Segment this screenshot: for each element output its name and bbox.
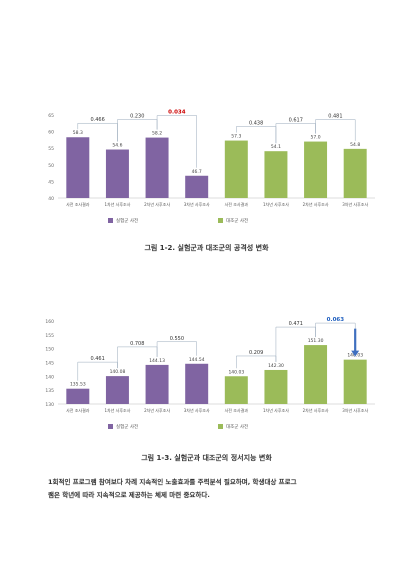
- down-arrow-head-icon: [351, 350, 360, 357]
- bar: [145, 364, 169, 404]
- x-tick-label: 1차년 사후조사: [263, 407, 289, 413]
- bar: [185, 363, 209, 404]
- bar-value-label: 144.13: [149, 358, 165, 364]
- bar: [343, 359, 367, 404]
- paragraph-line-1: 1회적인 프로그램 참여보다 차례 지속적인 노출효과를 주력분석 필요하며, …: [48, 478, 297, 486]
- bar-value-label: 54.1: [271, 144, 281, 150]
- y-tick-label: 50: [48, 163, 54, 169]
- x-tick-label: 3차년 사후조사: [184, 407, 210, 413]
- bar: [105, 376, 129, 404]
- legend-label: 대조군 사전: [226, 217, 248, 224]
- bar-value-label: 144.54: [189, 357, 205, 363]
- bar: [66, 137, 90, 198]
- page-header-text: [30, 10, 390, 16]
- legend-swatch: [108, 424, 113, 429]
- bar: [264, 369, 288, 404]
- conclusion-paragraph: 1회적인 프로그램 참여보다 차례 지속적인 노출효과를 주력분석 필요하며, …: [48, 476, 388, 502]
- bar: [224, 140, 248, 198]
- p-value-label: 0.034: [168, 110, 186, 116]
- y-tick-label: 60: [48, 130, 54, 136]
- bar-value-label: 140.03: [228, 369, 244, 375]
- x-tick-label: 3차년 사후조사: [342, 201, 368, 207]
- y-tick-label: 40: [48, 196, 54, 202]
- x-tick-label: 2차년 사후조사: [144, 407, 170, 413]
- bar-value-label: 135.53: [70, 382, 86, 388]
- legend-label: 실험군 사전: [116, 423, 138, 430]
- p-value-label: 0.461: [90, 356, 104, 362]
- p-value-label: 0.481: [328, 114, 342, 120]
- p-value-label: 0.617: [289, 118, 303, 124]
- figure-caption-1: 그림 1-2. 실험군과 대조군의 공격성 변화: [144, 244, 269, 252]
- bar-value-label: 46.7: [192, 169, 202, 175]
- x-tick-label: 1차년 사후조사: [104, 201, 130, 207]
- bar-value-label: 54.8: [350, 142, 360, 148]
- legend-swatch: [108, 218, 113, 223]
- figure-caption-2: 그림 1-3. 실험군과 대조군의 정서지능 변화: [141, 454, 272, 462]
- p-value-label: 0.063: [327, 317, 345, 323]
- x-tick-label: 2차년 사후조사: [144, 201, 170, 207]
- bar: [264, 151, 288, 198]
- y-tick-label: 135: [45, 388, 54, 394]
- aggression-chart: 65 60 55 50 45 40 58.3 사전 조사결과 54.6 1차년 사후조사 58.2 2…: [30, 80, 385, 230]
- p-value-label: 0.230: [130, 114, 144, 120]
- bar-value-label: 57.3: [231, 134, 241, 140]
- x-tick-label: 2차년 사후조사: [303, 407, 329, 413]
- bar: [66, 388, 90, 404]
- legend-swatch: [218, 424, 223, 429]
- legend-label: 실험군 사전: [116, 217, 138, 224]
- bar: [105, 149, 129, 198]
- y-tick-label: 65: [48, 113, 54, 119]
- bar: [343, 148, 367, 198]
- bar-value-label: 58.2: [152, 131, 162, 137]
- x-tick-label: 사전 조사결과: [66, 201, 90, 207]
- bar: [224, 376, 248, 404]
- y-tick-label: 140: [45, 374, 54, 380]
- x-tick-label: 3차년 사후조사: [342, 407, 368, 413]
- y-tick-label: 45: [48, 179, 54, 185]
- x-tick-label: 사전 조사결과: [225, 407, 249, 413]
- y-tick-label: 150: [45, 347, 54, 353]
- x-tick-label: 3차년 사후조사: [184, 201, 210, 207]
- y-tick-label: 145: [45, 361, 54, 367]
- y-tick-label: 160: [45, 319, 54, 325]
- p-value-bracket: [156, 341, 197, 357]
- emotional-intelligence-chart: 160 155 150 145 140 135 130 135.53 사전 조사결과 140.08…: [30, 286, 385, 436]
- bar-value-label: 57.0: [311, 135, 321, 141]
- x-tick-label: 1차년 사후조사: [104, 407, 130, 413]
- p-value-bracket: [156, 115, 197, 168]
- paragraph-line-2: 램은 학년에 따라 지속적으로 제공하는 체제 마련 중요하다.: [48, 491, 210, 499]
- legend-label: 대조군 사전: [226, 423, 248, 430]
- x-tick-label: 사전 조사결과: [225, 201, 249, 207]
- bar-value-label: 58.3: [73, 130, 83, 136]
- y-tick-label: 130: [45, 402, 54, 408]
- bar: [304, 141, 328, 198]
- x-tick-label: 2차년 사후조사: [303, 201, 329, 207]
- p-value-label: 0.466: [90, 117, 104, 123]
- p-value-label: 0.550: [170, 336, 184, 342]
- x-tick-label: 1차년 사후조사: [263, 201, 289, 207]
- p-value-label: 0.471: [289, 321, 303, 327]
- bar: [304, 345, 328, 404]
- bar: [145, 137, 169, 198]
- p-value-label: 0.708: [130, 341, 144, 347]
- bar-value-label: 142.30: [268, 363, 284, 369]
- y-tick-label: 155: [45, 333, 54, 339]
- p-value-label: 0.209: [249, 350, 263, 356]
- bar-value-label: 54.6: [112, 143, 122, 149]
- legend-swatch: [218, 218, 223, 223]
- bar: [185, 175, 209, 198]
- aggression-chart-svg: 65 60 55 50 45 40 58.3 사전 조사결과 54.6 1차년 사후조사 58.2 2…: [48, 110, 375, 224]
- y-tick-label: 55: [48, 146, 54, 152]
- p-value-label: 0.438: [249, 121, 263, 127]
- bar-value-label: 151.30: [308, 338, 324, 344]
- x-tick-label: 사전 조사결과: [66, 407, 90, 413]
- p-value-bracket: [315, 119, 356, 141]
- bar-value-label: 140.08: [110, 369, 126, 375]
- emotional-intelligence-chart-svg: 160 155 150 145 140 135 130 135.53 사전 조사결과 140.08…: [45, 317, 375, 430]
